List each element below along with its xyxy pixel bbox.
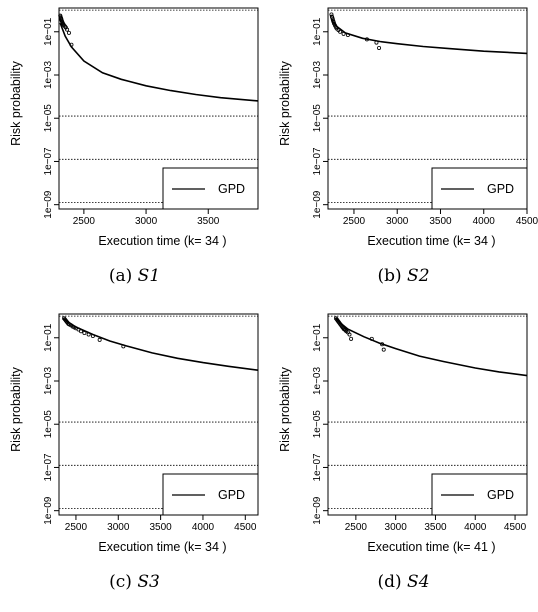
x-axis-label: Execution time (k= 34 ): [98, 540, 226, 554]
data-point: [98, 338, 101, 341]
data-point: [342, 32, 345, 35]
legend: GPD: [432, 168, 527, 209]
caption-b: (b) S2: [269, 266, 538, 286]
panel-a: 1e−09 1e−07 1e−05 1e−03 1e−01 2500 3000 3500 Exe…: [0, 0, 269, 306]
y-tick-label: 1e−01: [43, 323, 54, 352]
caption-d-label: (d): [377, 572, 401, 592]
x-axis-label: Execution time (k= 41 ): [367, 540, 495, 554]
panel-d: 1e−09 1e−07 1e−05 1e−03 1e−01 2500 3000 3500 400…: [269, 306, 538, 612]
x-axis-label: Execution time (k= 34 ): [367, 234, 495, 248]
legend: GPD: [163, 474, 258, 515]
legend-label: GPD: [487, 182, 514, 196]
gpd-fit-line: [63, 318, 258, 370]
y-axis-label: Risk probability: [278, 60, 292, 146]
y-tick-label: 1e−05: [312, 410, 323, 439]
y-tick-label: 1e−05: [312, 104, 323, 133]
y-axis-label: Risk probability: [9, 366, 23, 452]
y-tick-label: 1e−01: [312, 17, 323, 46]
x-tick-label: 3000: [386, 216, 409, 227]
panel-b: 1e−09 1e−07 1e−05 1e−03 1e−01 2500 3000 3500 400…: [269, 0, 538, 306]
caption-a-label: (a): [109, 266, 132, 286]
gpd-fit-line: [336, 318, 527, 375]
data-point: [79, 330, 82, 333]
y-tick-label: 1e−07: [312, 147, 323, 176]
x-tick-label: 4000: [464, 522, 487, 533]
x-tick-label: 2500: [73, 216, 96, 227]
x-tick-label: 3000: [135, 216, 158, 227]
x-tick-label: 3500: [429, 216, 452, 227]
y-tick-label: 1e−01: [43, 17, 54, 46]
caption-d-symbol: S4: [407, 572, 429, 592]
x-tick-label: 3500: [149, 522, 172, 533]
y-tick-label: 1e−05: [43, 410, 54, 439]
caption-b-label: (b): [377, 266, 401, 286]
y-tick-label: 1e−07: [43, 453, 54, 482]
caption-c-symbol: S3: [137, 572, 159, 592]
caption-c-label: (c): [109, 572, 132, 592]
y-tick-label: 1e−09: [43, 190, 54, 219]
x-tick-label: 4000: [473, 216, 496, 227]
y-tick-label: 1e−07: [312, 453, 323, 482]
chart-s1: 1e−09 1e−07 1e−05 1e−03 1e−01 2500 3000 3500 Exe…: [0, 0, 269, 306]
data-point: [83, 331, 86, 334]
data-point: [349, 337, 352, 340]
chart-s2: 1e−09 1e−07 1e−05 1e−03 1e−01 2500 3000 3500 400…: [269, 0, 538, 306]
x-tick-label: 4500: [234, 522, 257, 533]
data-point: [377, 46, 380, 49]
chart-s4: 1e−09 1e−07 1e−05 1e−03 1e−01 2500 3000 3500 400…: [269, 306, 538, 612]
y-tick-label: 1e−09: [312, 190, 323, 219]
x-tick-label: 3000: [385, 522, 408, 533]
x-tick-label: 2500: [345, 522, 368, 533]
x-tick-label: 4500: [504, 522, 527, 533]
y-axis-label: Risk probability: [9, 60, 23, 146]
legend-label: GPD: [218, 488, 245, 502]
x-tick-label: 3500: [424, 522, 447, 533]
caption-d: (d) S4: [269, 572, 538, 592]
x-tick-label: 4500: [516, 216, 538, 227]
data-point: [382, 348, 385, 351]
y-tick-label: 1e−03: [312, 367, 323, 396]
x-tick-label: 3000: [107, 522, 130, 533]
y-tick-label: 1e−07: [43, 147, 54, 176]
gpd-fit-line: [60, 23, 258, 101]
y-tick-label: 1e−03: [312, 61, 323, 90]
x-tick-label: 4000: [192, 522, 215, 533]
legend: GPD: [163, 168, 258, 209]
caption-b-symbol: S2: [407, 266, 429, 286]
y-tick-label: 1e−03: [43, 367, 54, 396]
chart-s3: 1e−09 1e−07 1e−05 1e−03 1e−01 2500 3000 3500 400…: [0, 306, 269, 612]
x-tick-label: 2500: [65, 522, 88, 533]
y-tick-label: 1e−05: [43, 104, 54, 133]
caption-c: (c) S3: [0, 572, 269, 592]
y-tick-label: 1e−03: [43, 61, 54, 90]
x-tick-label: 2500: [343, 216, 366, 227]
y-axis-label: Risk probability: [278, 366, 292, 452]
y-tick-label: 1e−01: [312, 323, 323, 352]
legend: GPD: [432, 474, 527, 515]
y-tick-label: 1e−09: [312, 496, 323, 525]
legend-label: GPD: [218, 182, 245, 196]
caption-a-symbol: S1: [138, 266, 160, 286]
y-tick-label: 1e−09: [43, 496, 54, 525]
caption-a: (a) S1: [0, 266, 269, 286]
gpd-fit-line: [332, 20, 528, 54]
legend-label: GPD: [487, 488, 514, 502]
data-point: [67, 31, 70, 34]
panel-c: 1e−09 1e−07 1e−05 1e−03 1e−01 2500 3000 3500 400…: [0, 306, 269, 612]
x-tick-label: 3500: [197, 216, 220, 227]
x-axis-label: Execution time (k= 34 ): [98, 234, 226, 248]
